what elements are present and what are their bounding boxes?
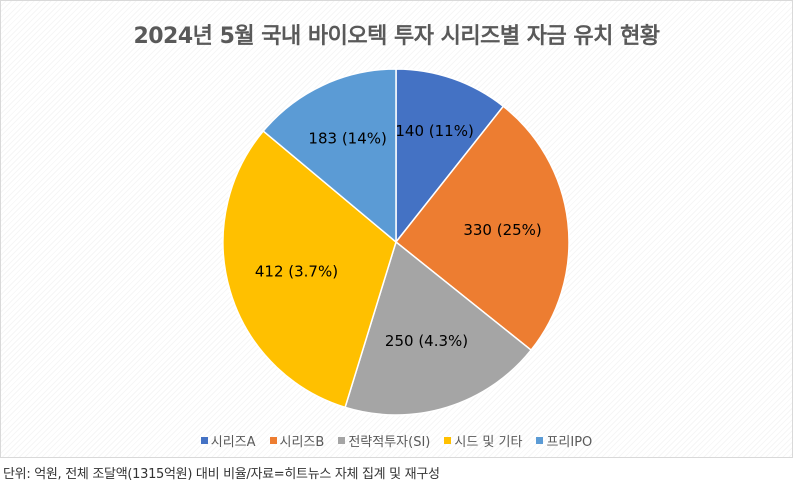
pie-slice-1 bbox=[394, 105, 570, 352]
legend-label: 시리즈A bbox=[210, 435, 256, 450]
legend-label: 시드 및 기타 bbox=[454, 435, 523, 450]
chart-title: 2024년 5월 국내 바이오텍 투자 시리즈별 자금 유치 현황 bbox=[133, 24, 660, 49]
legend-item: 프리IPO bbox=[536, 431, 592, 450]
legend-swatch bbox=[536, 437, 544, 444]
legend-item: 시드 및 기타 bbox=[444, 431, 522, 450]
legend-label: 전략적투자(SI) bbox=[348, 435, 431, 450]
caption: 단위: 억원, 전체 조달액(1315억원) 대비 비율/자료=히트뉴스 자체 … bbox=[3, 467, 440, 482]
legend-swatch bbox=[269, 437, 277, 444]
legend-item: 전략적투자(SI) bbox=[338, 431, 430, 450]
data-label: 330 (25%) bbox=[463, 221, 541, 239]
pie-slice-3 bbox=[222, 129, 397, 409]
legend-swatch bbox=[444, 437, 452, 444]
pie-slice-4 bbox=[262, 68, 397, 244]
legend: 시리즈A 시리즈B 전략적투자(SI) 시드 및 기타 프리IPO bbox=[0, 431, 793, 450]
data-label: 140 (11%) bbox=[395, 122, 473, 140]
data-label: 250 (4.3%) bbox=[385, 332, 468, 350]
pie-slice-0 bbox=[395, 68, 505, 245]
data-label: 183 (14%) bbox=[308, 130, 386, 148]
legend-swatch bbox=[200, 437, 208, 444]
legend-item: 시리즈B bbox=[269, 431, 325, 450]
pie-slice-2 bbox=[344, 240, 533, 416]
legend-item: 시리즈A bbox=[200, 431, 256, 450]
legend-swatch bbox=[338, 437, 346, 444]
legend-label: 시리즈B bbox=[279, 435, 325, 450]
legend-label: 프리IPO bbox=[546, 435, 593, 450]
data-label: 412 (3.7%) bbox=[255, 262, 338, 280]
